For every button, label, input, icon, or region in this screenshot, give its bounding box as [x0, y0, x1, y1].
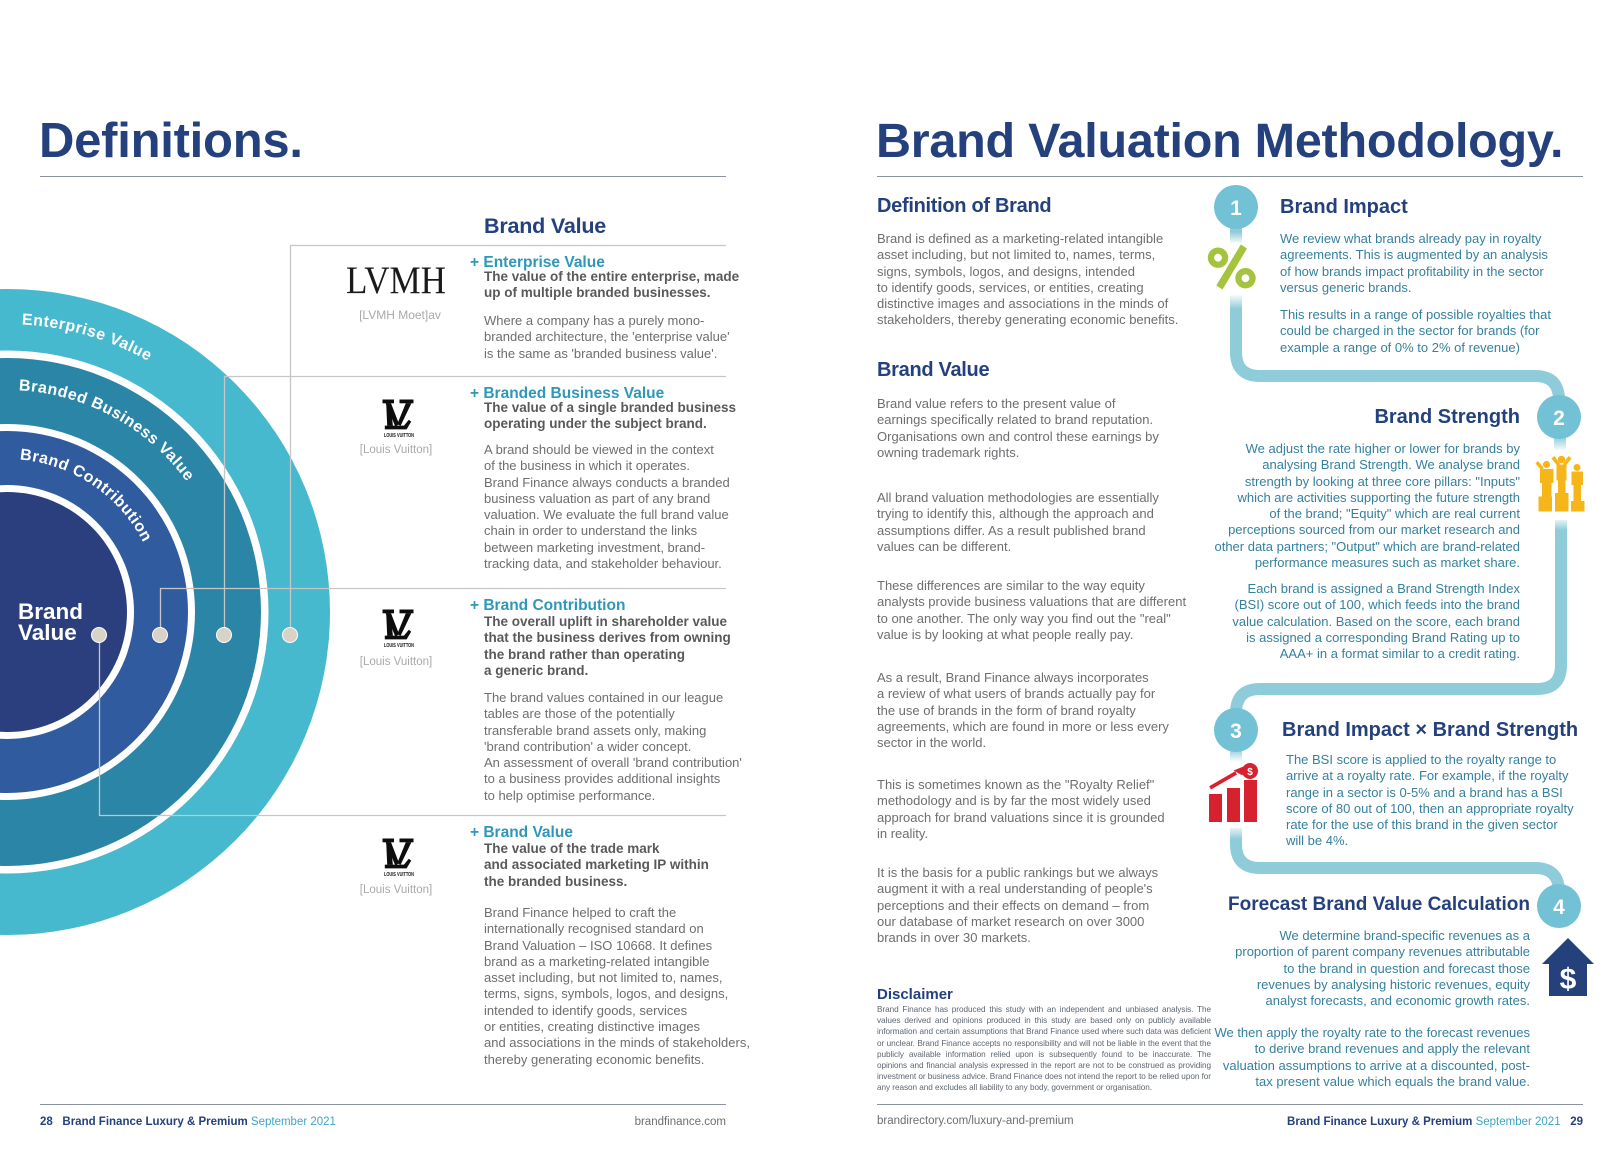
svg-text:LVMH: LVMH — [346, 259, 446, 302]
svg-text:2: 2 — [1553, 407, 1565, 430]
svg-text:LOUIS VUITTON: LOUIS VUITTON — [384, 872, 414, 878]
svg-text:4: 4 — [1553, 896, 1565, 919]
svg-text:Value: Value — [18, 620, 77, 645]
svg-text:1: 1 — [1230, 197, 1242, 220]
svg-text:$: $ — [1560, 963, 1577, 996]
svg-text:LOUIS VUITTON: LOUIS VUITTON — [384, 433, 414, 439]
svg-text:$: $ — [1247, 767, 1253, 778]
svg-text:LOUIS VUITTON: LOUIS VUITTON — [384, 643, 414, 649]
svg-text:3: 3 — [1230, 720, 1242, 743]
svg-text:Brand: Brand — [18, 599, 83, 624]
